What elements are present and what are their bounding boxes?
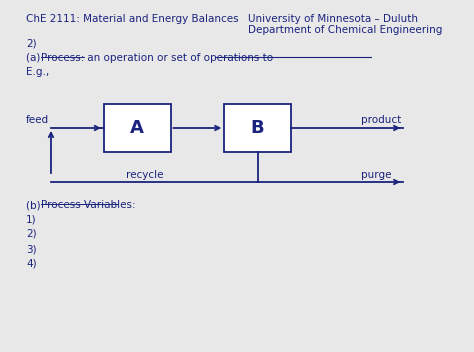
Text: feed: feed	[26, 115, 49, 125]
Bar	[104, 104, 171, 152]
Text: (b): (b)	[26, 200, 44, 210]
Text: recycle: recycle	[126, 170, 164, 180]
Text: product: product	[362, 115, 401, 125]
Text: 2): 2)	[26, 39, 36, 49]
Text: Process:: Process:	[41, 53, 84, 63]
Text: A: A	[130, 119, 144, 137]
Text: (a): (a)	[26, 53, 44, 63]
Text: University of Minnesota – Duluth: University of Minnesota – Duluth	[248, 14, 419, 24]
Text: B: B	[251, 119, 264, 137]
Text: an operation or set of operations to: an operation or set of operations to	[84, 53, 277, 63]
Text: 3): 3)	[26, 244, 36, 254]
Bar	[224, 104, 291, 152]
Text: Department of Chemical Engineering: Department of Chemical Engineering	[248, 25, 443, 35]
Text: 4): 4)	[26, 259, 36, 269]
Text: E.g.,: E.g.,	[26, 67, 49, 77]
Text: Process Variables:: Process Variables:	[41, 200, 136, 210]
Text: 1): 1)	[26, 214, 36, 224]
Text: purge: purge	[362, 170, 392, 180]
Text: 2): 2)	[26, 229, 36, 239]
Text: ChE 2111: Material and Energy Balances: ChE 2111: Material and Energy Balances	[26, 14, 238, 24]
